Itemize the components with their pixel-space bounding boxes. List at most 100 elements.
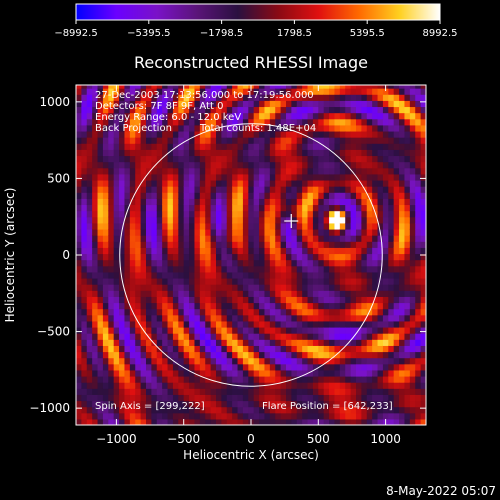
- heatmap-cell: [334, 333, 341, 340]
- heatmap-cell: [86, 118, 93, 126]
- heatmap-cell: [124, 277, 131, 285]
- heatmap-cell: [135, 235, 142, 242]
- heatmap-cell: [81, 192, 88, 199]
- heatmap-cell: [135, 161, 142, 169]
- heatmap-cell: [232, 271, 239, 279]
- heatmap-cell: [199, 369, 206, 377]
- heatmap-cell: [162, 259, 169, 267]
- heatmap-cell: [226, 412, 233, 420]
- heatmap-cell: [275, 161, 282, 169]
- heatmap-cell: [307, 204, 314, 212]
- heatmap-cell: [76, 118, 82, 126]
- heatmap-cell: [404, 284, 411, 291]
- heatmap-cell: [302, 143, 309, 150]
- heatmap-cell: [76, 186, 82, 193]
- heatmap-cell: [189, 363, 196, 371]
- heatmap-cell: [199, 382, 206, 389]
- heatmap-cell: [409, 161, 416, 169]
- heatmap-cell: [221, 314, 228, 322]
- heatmap-cell: [216, 192, 222, 199]
- heatmap-cell: [97, 228, 104, 236]
- heatmap-cell: [264, 265, 271, 273]
- heatmap-cell: [242, 418, 249, 425]
- heatmap-cell: [205, 345, 212, 353]
- heatmap-cell: [388, 88, 395, 95]
- heatmap-cell: [226, 302, 233, 310]
- heatmap-cell: [382, 271, 389, 279]
- heatmap-cell: [420, 357, 426, 365]
- heatmap-cell: [275, 167, 282, 175]
- heatmap-cell: [259, 186, 266, 193]
- heatmap-cell: [135, 216, 142, 224]
- heatmap-cell: [361, 210, 368, 218]
- heatmap-cell: [119, 339, 126, 346]
- heatmap-cell: [345, 345, 352, 353]
- heatmap-cell: [226, 277, 233, 285]
- heatmap-cell: [307, 216, 314, 224]
- heatmap-cell: [393, 186, 400, 193]
- heatmap-cell: [178, 375, 185, 383]
- heatmap-cell: [388, 222, 395, 230]
- heatmap-cell: [76, 241, 82, 248]
- heatmap-cell: [76, 253, 82, 261]
- heatmap-cell: [280, 394, 287, 402]
- heatmap-cell: [205, 210, 212, 218]
- heatmap-cell: [291, 130, 298, 138]
- heatmap-cell: [124, 167, 131, 175]
- heatmap-cell: [76, 143, 82, 150]
- heatmap-cell: [393, 253, 400, 261]
- heatmap-cell: [264, 406, 271, 414]
- heatmap-cell: [210, 400, 217, 408]
- heatmap-cell: [232, 198, 239, 206]
- heatmap-cell: [377, 222, 384, 230]
- heatmap-cell: [156, 155, 163, 163]
- heatmap-cell: [372, 216, 379, 224]
- heatmap-cell: [248, 271, 255, 279]
- heatmap-cell: [366, 143, 373, 150]
- heatmap-cell: [108, 130, 115, 138]
- heatmap-cell: [97, 173, 104, 181]
- heatmap-cell: [296, 369, 303, 377]
- heatmap-cell: [296, 418, 303, 425]
- heatmap-cell: [76, 100, 82, 108]
- heatmap-cell: [307, 326, 314, 334]
- heatmap-cell: [124, 382, 131, 389]
- heatmap-cell: [345, 369, 352, 377]
- heatmap-cell: [323, 210, 330, 218]
- heatmap-cell: [361, 326, 368, 334]
- heatmap-cell: [189, 130, 196, 138]
- heatmap-cell: [210, 412, 217, 420]
- heatmap-cell: [108, 271, 115, 279]
- heatmap-cell: [172, 106, 179, 114]
- heatmap-cell: [286, 271, 292, 279]
- heatmap-cell: [388, 112, 395, 120]
- heatmap-cell: [113, 204, 120, 212]
- heatmap-cell: [178, 284, 185, 291]
- heatmap-cell: [119, 149, 126, 157]
- heatmap-cell: [280, 155, 287, 163]
- heatmap-cell: [350, 112, 357, 120]
- heatmap-cell: [86, 375, 93, 383]
- heatmap-cell: [167, 130, 174, 138]
- heatmap-cell: [420, 363, 426, 371]
- heatmap-cell: [302, 357, 309, 365]
- heatmap-cell: [167, 161, 174, 169]
- heatmap-cell: [108, 149, 115, 157]
- heatmap-cell: [216, 94, 222, 101]
- heatmap-cell: [334, 412, 341, 420]
- heatmap-cell: [291, 320, 298, 328]
- heatmap-cell: [388, 375, 395, 383]
- heatmap-cell: [323, 247, 330, 255]
- heatmap-cell: [172, 85, 179, 89]
- heatmap-cell: [232, 375, 239, 383]
- heatmap-cell: [216, 333, 222, 340]
- heatmap-cell: [259, 192, 266, 199]
- heatmap-cell: [269, 179, 276, 187]
- heatmap-cell: [323, 235, 330, 242]
- heatmap-cell: [296, 137, 303, 144]
- heatmap-cell: [178, 106, 185, 114]
- heatmap-cell: [350, 173, 357, 181]
- heatmap-cell: [194, 173, 201, 181]
- heatmap-cell: [318, 388, 325, 395]
- heatmap-cell: [92, 382, 99, 389]
